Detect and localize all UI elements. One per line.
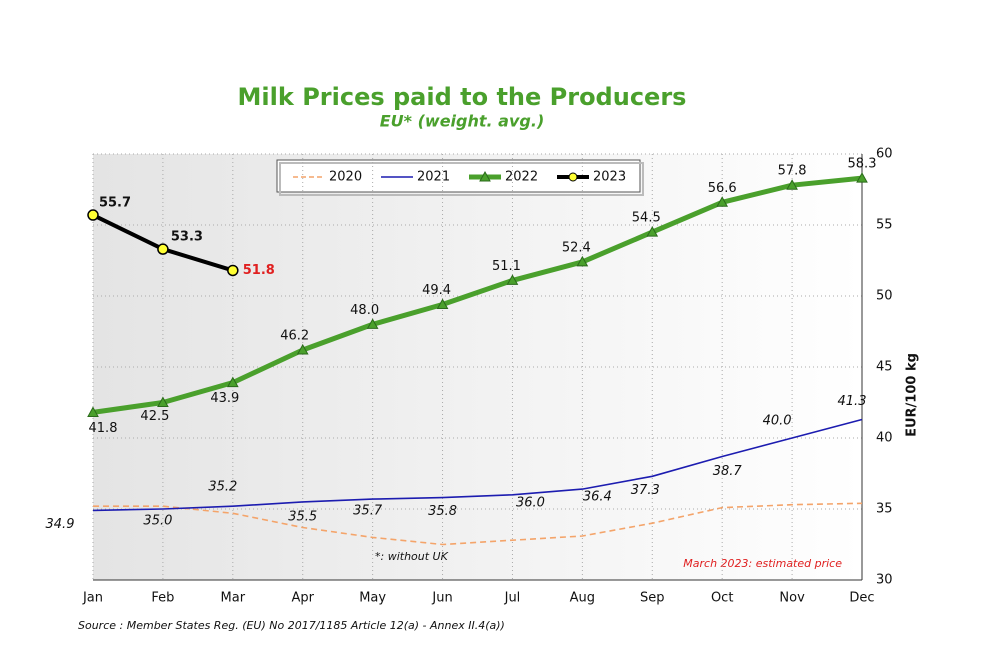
data-label: 55.7 (99, 196, 131, 211)
chart-subtitle: EU* (weight. avg.) (380, 112, 545, 131)
data-label: 43.9 (210, 391, 239, 406)
data-label: 41.3 (838, 394, 867, 409)
source: Source : Member States Reg. (EU) No 2017… (78, 619, 505, 632)
data-label: 49.4 (422, 283, 451, 298)
data-label: 35.8 (428, 504, 457, 519)
y-tick-label: 60 (876, 147, 893, 162)
data-label: 35.0 (143, 514, 172, 529)
y-tick-label: 55 (876, 218, 893, 233)
series-line (92, 418, 863, 512)
legend-marker (568, 172, 578, 182)
series-line (92, 175, 863, 415)
data-label: 38.7 (713, 464, 743, 479)
legend-label: 2020 (329, 170, 362, 185)
x-tick-label: Sep (640, 591, 665, 606)
marker (646, 226, 659, 237)
data-label: 41.8 (89, 421, 118, 436)
legend-label: 2023 (593, 170, 626, 185)
marker (436, 298, 449, 310)
data-label: 34.9 (46, 517, 75, 532)
marker (506, 274, 519, 285)
x-tick-label: Feb (151, 591, 174, 606)
annotation: March 2023: estimated price (683, 557, 842, 570)
data-label: 51.8 (243, 263, 275, 278)
marker (226, 376, 239, 388)
data-label: 56.6 (708, 181, 737, 196)
y-tick-label: 35 (876, 502, 893, 517)
marker (716, 196, 729, 207)
marker (87, 209, 99, 221)
annotation: *: without UK (375, 550, 449, 563)
marker (366, 318, 379, 329)
chart-title: Milk Prices paid to the Producers (238, 83, 687, 111)
x-tick-label: Jul (504, 591, 521, 606)
x-tick-label: Mar (221, 591, 246, 606)
y-tick-label: 30 (876, 573, 893, 588)
x-tick-label: Aug (570, 591, 595, 606)
marker (576, 255, 589, 267)
data-label: 52.4 (562, 240, 591, 255)
marker (856, 172, 868, 183)
y-tick-label: 50 (876, 289, 893, 304)
data-label: 36.0 (516, 495, 545, 510)
x-tick-label: Dec (849, 591, 874, 606)
data-label: 37.3 (631, 483, 660, 498)
data-label: 46.2 (280, 328, 309, 343)
marker (87, 406, 99, 417)
legend-label: 2022 (505, 170, 538, 185)
data-label: 54.5 (632, 211, 661, 226)
legend-shadow (279, 162, 644, 196)
data-label: 35.5 (288, 509, 317, 524)
legend-label: 2021 (417, 170, 450, 185)
data-label: 57.8 (778, 164, 807, 179)
data-label: 40.0 (763, 414, 792, 429)
marker (157, 396, 169, 407)
y-tick-label: 45 (876, 360, 893, 375)
x-tick-label: May (359, 591, 386, 606)
y-tick-label: 40 (876, 431, 893, 446)
x-tick-label: Apr (291, 591, 314, 606)
legend-marker (479, 170, 491, 182)
data-label: 35.2 (208, 480, 237, 495)
marker (227, 264, 239, 277)
data-label: 35.7 (353, 504, 383, 519)
x-tick-label: Jan (82, 591, 103, 606)
x-tick-label: Jun (431, 591, 452, 606)
marker (296, 343, 309, 355)
data-label: 36.4 (583, 490, 612, 505)
data-label: 51.1 (492, 259, 521, 274)
data-label: 58.3 (848, 157, 877, 172)
data-label: 53.3 (171, 230, 203, 245)
marker (786, 179, 798, 190)
data-label: 48.0 (350, 303, 379, 318)
x-tick-label: Nov (779, 591, 805, 606)
marker (157, 243, 169, 255)
x-tick-label: Oct (711, 591, 733, 606)
y-axis-label: EUR/100 kg (905, 353, 920, 437)
data-label: 42.5 (140, 409, 169, 424)
